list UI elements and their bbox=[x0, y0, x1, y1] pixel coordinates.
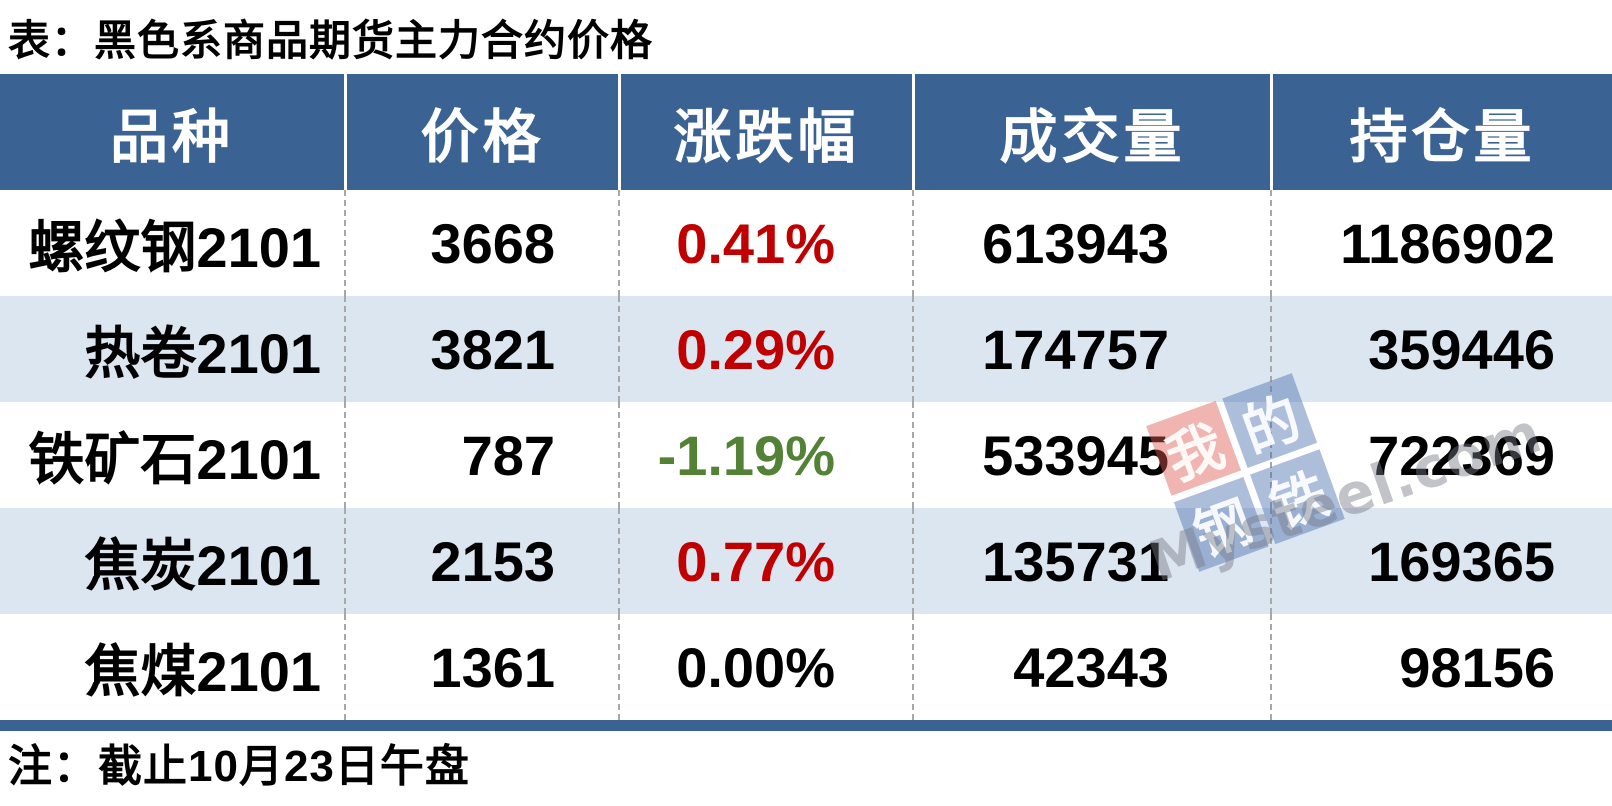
cell-volume: 533945 bbox=[912, 402, 1270, 508]
cell-change: 0.41% bbox=[618, 190, 912, 296]
table-bottom-border bbox=[0, 720, 1612, 731]
footnote: 注：截止10月23日午盘 bbox=[8, 742, 470, 791]
cell-price: 2153 bbox=[344, 508, 618, 614]
cell-price: 3821 bbox=[344, 296, 618, 402]
table-row: 铁矿石2101 787 -1.19% 533945 722369 bbox=[0, 402, 1612, 508]
cell-variety: 焦煤2101 bbox=[84, 639, 321, 703]
cell-open-interest: 169365 bbox=[1270, 508, 1612, 614]
table-row: 热卷2101 3821 0.29% 174757 359446 bbox=[0, 296, 1612, 402]
cell-open-interest: 359446 bbox=[1270, 296, 1612, 402]
cell-volume: 42343 bbox=[912, 614, 1270, 720]
cell-variety: 焦炭2101 bbox=[84, 533, 321, 597]
column-header-price: 价格 bbox=[344, 74, 618, 190]
table-row: 焦煤2101 1361 0.00% 42343 98156 bbox=[0, 614, 1612, 720]
cell-open-interest: 1186902 bbox=[1270, 190, 1612, 296]
cell-open-interest: 722369 bbox=[1270, 402, 1612, 508]
cell-variety: 螺纹钢2101 bbox=[28, 215, 321, 279]
cell-price: 1361 bbox=[344, 614, 618, 720]
column-header-volume: 成交量 bbox=[912, 74, 1270, 190]
cell-volume: 613943 bbox=[912, 190, 1270, 296]
cell-open-interest: 98156 bbox=[1270, 614, 1612, 720]
table-row: 螺纹钢2101 3668 0.41% 613943 1186902 bbox=[0, 190, 1612, 296]
table-row: 焦炭2101 2153 0.77% 135731 169365 bbox=[0, 508, 1612, 614]
cell-price: 3668 bbox=[344, 190, 618, 296]
cell-change: 0.00% bbox=[618, 614, 912, 720]
column-header-open-interest: 持仓量 bbox=[1270, 74, 1612, 190]
cell-variety: 铁矿石2101 bbox=[28, 427, 321, 491]
table-body: 螺纹钢2101 3668 0.41% 613943 1186902 热卷2101 3821 0… bbox=[0, 190, 1612, 720]
column-header-change: 涨跌幅 bbox=[618, 74, 912, 190]
cell-volume: 174757 bbox=[912, 296, 1270, 402]
table-title: 表：黑色系商品期货主力合约价格 bbox=[8, 16, 654, 64]
column-header-variety: 品种 bbox=[109, 105, 234, 170]
cell-volume: 135731 bbox=[912, 508, 1270, 614]
cell-price: 787 bbox=[344, 402, 618, 508]
cell-change: 0.29% bbox=[618, 296, 912, 402]
cell-variety: 热卷2101 bbox=[84, 321, 321, 385]
cell-change: -1.19% bbox=[618, 402, 912, 508]
cell-change: 0.77% bbox=[618, 508, 912, 614]
table-header-row: 品种 价格 涨跌幅 成交量 持仓量 bbox=[0, 74, 1612, 190]
